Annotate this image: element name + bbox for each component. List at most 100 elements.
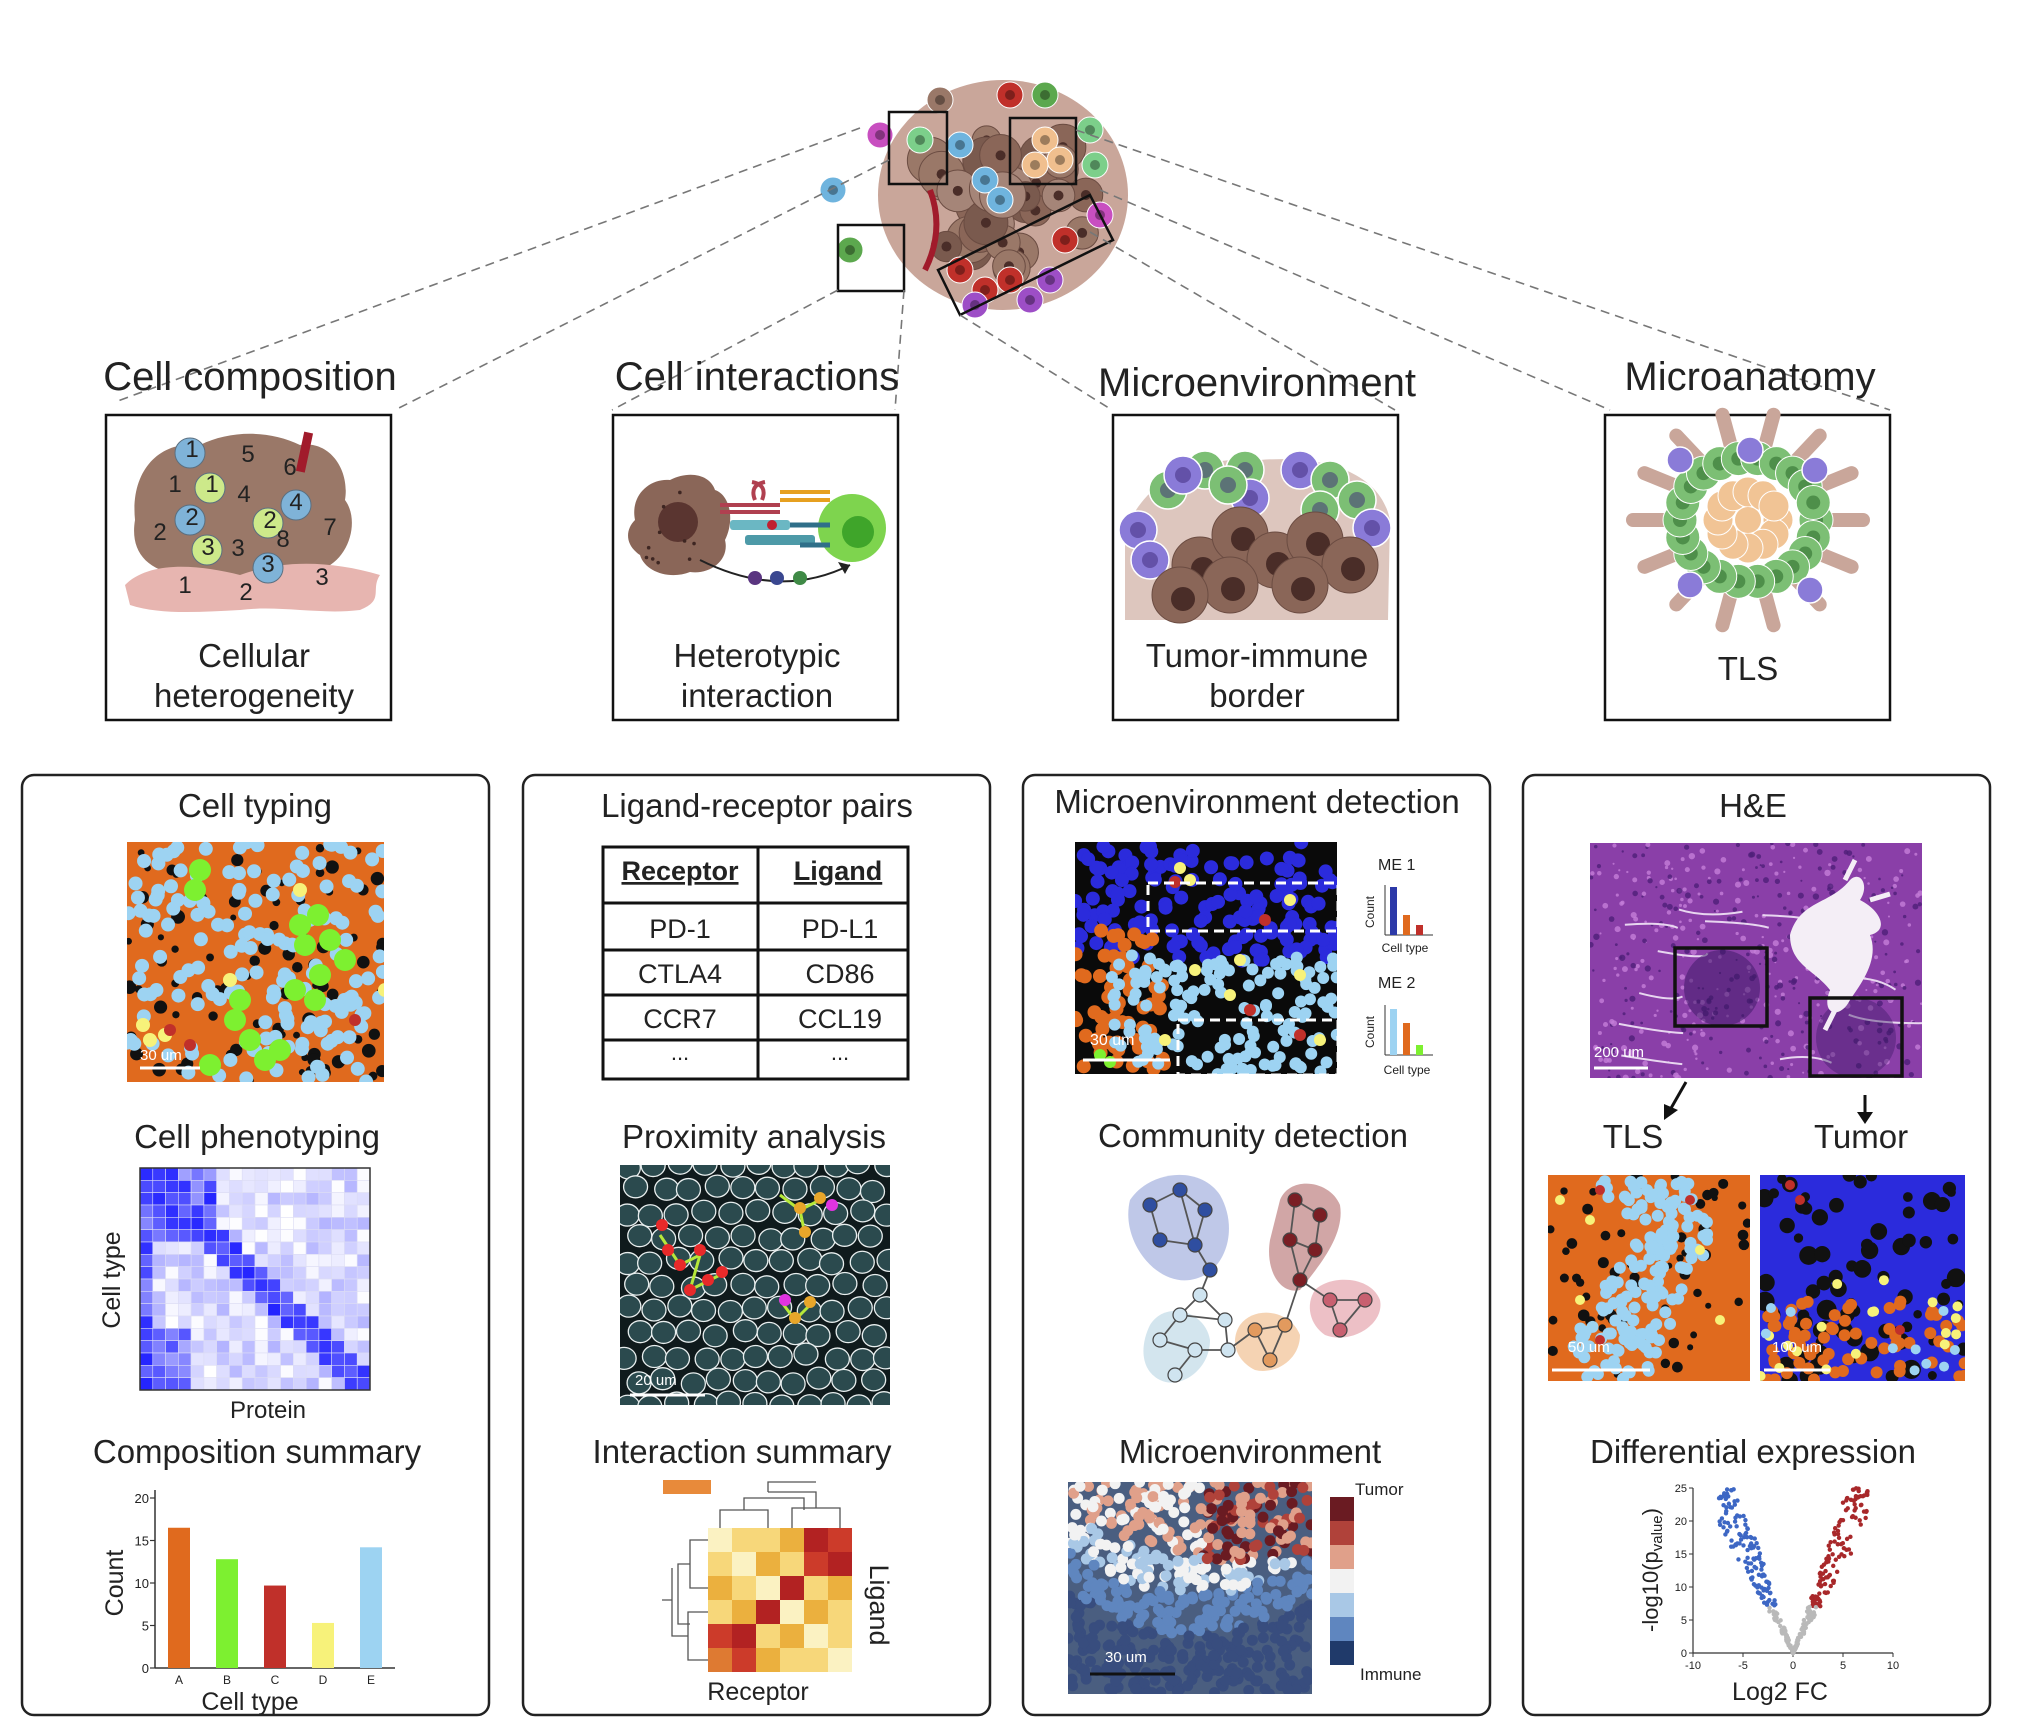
cell-lightblue: [1246, 1025, 1259, 1038]
stain-speck: [1831, 856, 1838, 862]
stain-speck: [1647, 878, 1653, 884]
heatmap-cell: [216, 1204, 230, 1218]
cell-orange: [1870, 1366, 1883, 1379]
stain-speck: [1630, 933, 1637, 940]
heatmap-cell: [229, 1180, 243, 1193]
gap: [1934, 1196, 1951, 1213]
immune-nucleus: [915, 135, 925, 145]
stain-speck: [1770, 844, 1776, 850]
volcano-point: [1818, 1603, 1823, 1609]
volcano-point: [1759, 1574, 1765, 1579]
cell: [1068, 1632, 1074, 1644]
volcano-point: [1855, 1495, 1861, 1500]
cell-red: [1169, 876, 1181, 888]
gap: [1946, 1187, 1956, 1197]
phenotyping-heatmap: [139, 1167, 371, 1391]
cell: [1291, 1586, 1303, 1598]
cell-yellow: [1950, 1313, 1961, 1324]
stain-speck: [1688, 852, 1696, 860]
heatmap-cell: [356, 1303, 371, 1317]
cell-lightblue: [235, 967, 250, 982]
cell-green: [307, 904, 329, 926]
cell: [1133, 1617, 1145, 1629]
cell-yellow: [1951, 1329, 1962, 1340]
volcano-point: [1832, 1539, 1837, 1544]
heatmap-cell: [178, 1291, 192, 1304]
heatmap-cell: [178, 1365, 192, 1378]
cell: [1264, 1660, 1276, 1672]
caption-microanatomy: TLS: [1718, 650, 1779, 687]
gap: [249, 955, 260, 967]
heatmap-cell: [318, 1278, 332, 1292]
panel-microenvironment: [1021, 773, 1492, 1717]
cell-yellow: [1284, 894, 1296, 906]
stain-speck: [1917, 890, 1922, 896]
graph-node: [1187, 1237, 1203, 1253]
cell: [1194, 1641, 1206, 1653]
heatmap-cell: [305, 1291, 320, 1304]
heatmap-cell: [254, 1315, 269, 1329]
heatmap-cell: [229, 1254, 243, 1267]
cell-lightblue: [1233, 1033, 1246, 1046]
cell: [1068, 1547, 1076, 1559]
gap: [269, 920, 279, 931]
cell-orange: [1802, 1362, 1815, 1375]
cell-orange: [1094, 923, 1109, 938]
cell-lightblue: [128, 876, 143, 891]
cell-lightblue: [312, 856, 327, 871]
cell-orange: [1106, 928, 1121, 943]
cell-yellow: [1715, 1315, 1725, 1325]
cell-lightblue: [289, 859, 304, 874]
me2-xlabel: Cell type: [1384, 1063, 1431, 1077]
cell-lightblue: [191, 960, 206, 975]
immune-nucleus: [980, 175, 990, 185]
stain-speck: [1899, 869, 1904, 874]
segmented-cell: [743, 1248, 769, 1273]
stain-speck: [1666, 910, 1672, 915]
cell: [1110, 1586, 1122, 1598]
cell-green: [199, 1054, 221, 1076]
cell: [1144, 1512, 1156, 1524]
volcano-point: [1734, 1524, 1739, 1529]
cell-lightblue: [1226, 1062, 1239, 1074]
overview-box-microanatomy: [1008, 116, 1078, 186]
heatmap-cell: [331, 1180, 345, 1193]
cell-blue: [1125, 855, 1140, 870]
volcano-point: [1864, 1490, 1870, 1495]
cell-blue: [1122, 884, 1137, 899]
heatmap-cell: [293, 1241, 307, 1255]
stain-speck: [1632, 853, 1638, 859]
gap: [357, 955, 370, 969]
cell: [1068, 1537, 1079, 1549]
stain-speck: [1830, 1052, 1836, 1058]
y-tick-label: 20: [1675, 1516, 1687, 1528]
cell: [1207, 1522, 1219, 1534]
cell: [1134, 1558, 1146, 1570]
cell-blue: [1185, 843, 1200, 858]
stain-speck: [1659, 879, 1665, 885]
cell-red: [184, 1039, 196, 1051]
cell: [1257, 1632, 1269, 1644]
cell-blue: [1090, 874, 1105, 889]
heatmap-cell: [344, 1254, 358, 1267]
segmented-cell: [620, 1251, 641, 1276]
me1-label: ME 1: [1378, 857, 1415, 874]
gap: [1693, 1288, 1702, 1298]
de-title: Differential expression: [1590, 1433, 1916, 1470]
heatmap-cell: [356, 1340, 371, 1354]
graph-edge: [1179, 1189, 1196, 1246]
immune-nucleus: [845, 245, 855, 255]
stain-speck: [1602, 902, 1609, 909]
micro-legend: [1330, 1497, 1354, 1665]
heatmap-cell: [190, 1352, 205, 1366]
cell-lightblue: [278, 1008, 293, 1023]
heatmap-cell: [305, 1217, 320, 1230]
tissue-nucleus: [1053, 190, 1064, 201]
heatmap-cell: [267, 1204, 281, 1218]
stain-speck: [1764, 1039, 1769, 1044]
cell-blue: [1185, 927, 1200, 942]
segmented-cell: [756, 1321, 782, 1346]
heatmap-cell: [280, 1315, 294, 1329]
cell-green: [269, 1039, 291, 1061]
cell: [1158, 1490, 1170, 1502]
